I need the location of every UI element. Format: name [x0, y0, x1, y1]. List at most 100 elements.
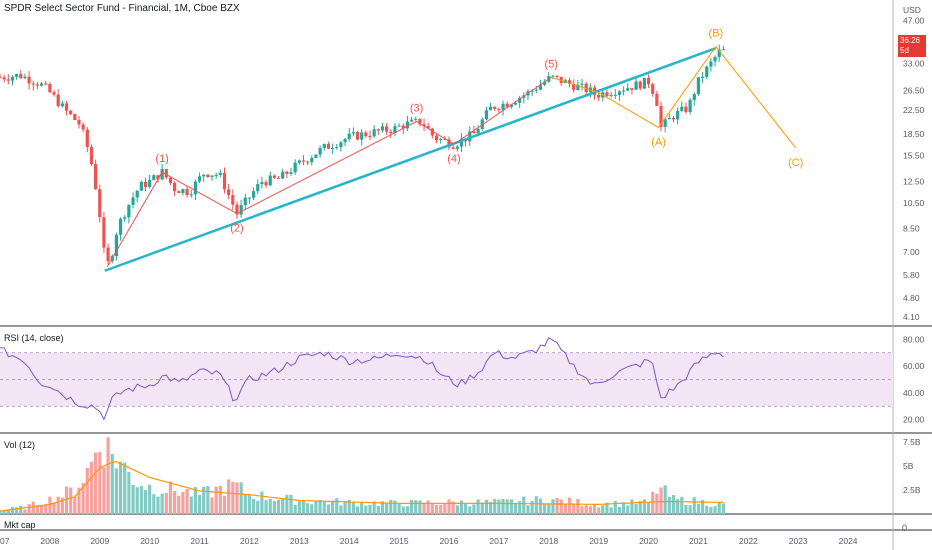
volume-bar	[713, 506, 717, 514]
candle-body	[56, 94, 60, 107]
volume-bar	[588, 506, 592, 514]
candle-body	[613, 94, 617, 96]
price-tick-label: 26.50	[903, 85, 925, 95]
wave-labels: (1) (2) (3) (4) (5) (A) (B) (C)	[155, 28, 803, 235]
volume-bar	[318, 499, 322, 514]
price-tick-label: 10.50	[903, 198, 925, 208]
price-tick-label: 22.50	[903, 105, 925, 115]
candle-body	[264, 182, 268, 186]
volume-pane-title: Vol (12)	[4, 440, 36, 450]
volume-bar	[700, 499, 705, 514]
candle-body	[385, 126, 389, 132]
volume-bar	[52, 503, 56, 514]
volume-bar	[688, 505, 692, 514]
candle-body	[418, 118, 422, 125]
volume-bar	[168, 481, 173, 514]
candle-body	[44, 83, 48, 85]
time-tick-label: 2024	[839, 536, 858, 546]
candle-body	[671, 117, 676, 120]
candle-body	[326, 144, 331, 149]
candle-body	[380, 126, 385, 131]
volume-bar	[185, 488, 189, 514]
candle-body	[31, 83, 35, 85]
volume-axis-ticks: 7.5B 5B 2.5B	[903, 437, 921, 495]
candle-body	[351, 132, 355, 134]
candle-body	[634, 81, 638, 90]
volume-bar	[31, 501, 35, 514]
candle-body	[89, 146, 94, 165]
price-tick-label: 4.80	[903, 293, 920, 303]
volume-bar	[447, 499, 451, 514]
chart-title: SPDR Select Sector Fund - Financial, 1M,…	[4, 3, 240, 14]
candle-body	[626, 88, 630, 91]
candle-body	[118, 218, 123, 235]
volume-bar	[243, 494, 247, 514]
volume-bar	[127, 472, 131, 514]
volume-bar	[355, 506, 360, 514]
candle-body	[555, 75, 559, 77]
volume-bar	[293, 504, 297, 514]
volume-bar	[227, 479, 231, 514]
candle-body	[434, 135, 439, 141]
volume-bar	[94, 452, 98, 514]
volume-bar	[642, 499, 646, 514]
volume-bar	[181, 491, 185, 514]
candle-body	[459, 138, 464, 147]
volume-bar	[85, 467, 89, 514]
volume-bar	[721, 503, 725, 514]
volume-bar	[709, 506, 713, 514]
candle-body	[19, 74, 23, 79]
volume-bar	[680, 496, 684, 514]
candle-body	[210, 175, 214, 177]
candle-body	[713, 57, 717, 62]
candle-body	[52, 92, 56, 95]
last-price-badge: 36.26 5d 23h	[898, 35, 926, 65]
volume-bar	[430, 503, 434, 514]
rsi-tick-label: 20.00	[903, 415, 925, 425]
candle-body	[368, 135, 372, 137]
rsi-axis-ticks: 80.00 60.00 40.00 20.00	[903, 334, 925, 424]
volume-bar	[102, 466, 106, 514]
candle-body	[202, 174, 206, 177]
candle-body	[135, 190, 139, 198]
candle-body	[297, 160, 301, 163]
volume-bar	[426, 500, 430, 514]
candle-body	[688, 99, 692, 113]
volume-bar	[285, 494, 289, 514]
candle-body	[509, 104, 513, 107]
volume-bar	[634, 503, 638, 514]
volume-bar	[123, 462, 127, 514]
candle-body	[123, 217, 127, 219]
time-tick-label: 2009	[90, 536, 109, 546]
time-tick-label: 2017	[489, 536, 508, 546]
volume-bar	[218, 485, 222, 514]
candle-body	[306, 161, 310, 163]
candle-body	[272, 175, 276, 178]
candle-body	[430, 128, 434, 136]
candle-body	[692, 94, 696, 100]
volume-bar	[497, 499, 501, 514]
candle-body	[580, 83, 584, 85]
volume-bar	[696, 503, 701, 514]
price-tick-label: 47.00	[903, 16, 925, 26]
volume-bar	[655, 493, 659, 514]
volume-bar	[118, 461, 123, 514]
price-tick-label: 18.50	[903, 129, 925, 139]
candle-body	[676, 110, 680, 120]
time-tick-label: 2018	[539, 536, 558, 546]
candle-body	[6, 79, 10, 81]
volume-bar	[64, 486, 69, 514]
volume-bar	[509, 499, 513, 514]
volume-bar	[609, 507, 613, 514]
time-tick-label: 2011	[190, 536, 209, 546]
volume-bar	[364, 505, 368, 514]
volume-bar	[297, 501, 301, 514]
volume-bar	[110, 453, 114, 514]
volume-bar	[2, 509, 6, 514]
volume-bar	[156, 496, 160, 514]
volume-bar	[251, 498, 256, 514]
candle-body	[572, 83, 576, 91]
candle-body	[551, 75, 555, 77]
volume-bar	[164, 492, 168, 514]
